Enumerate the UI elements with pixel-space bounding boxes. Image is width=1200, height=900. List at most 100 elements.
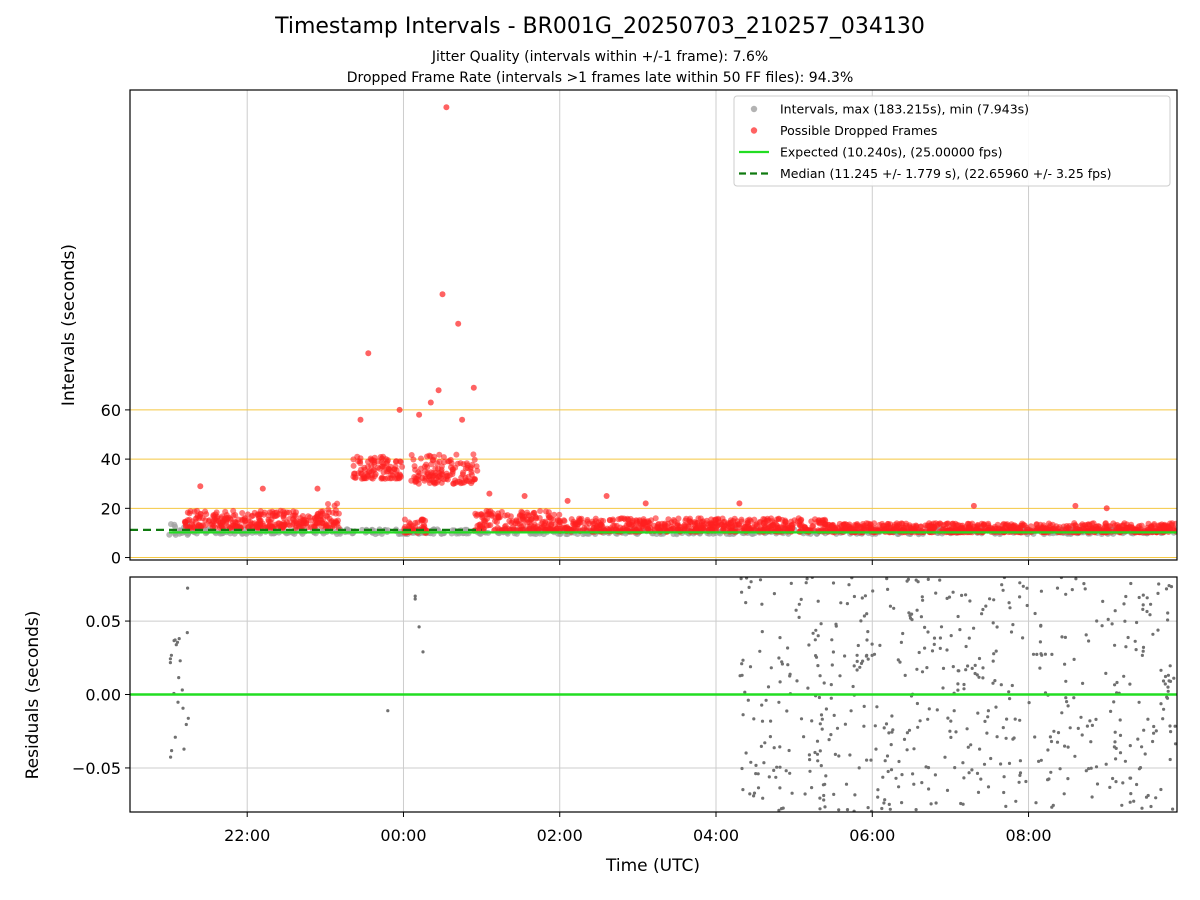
residual-point [862,614,867,618]
residual-point [1169,730,1173,734]
residual-point [984,604,988,608]
residual-point [745,577,749,580]
residual-point [413,594,417,598]
dropped-frame-point [572,522,579,528]
residual-point [172,639,176,643]
residual-point [766,685,771,689]
residual-point [962,682,966,687]
residual-point [900,801,904,805]
residual-point [1140,653,1144,658]
dropped-frame-point [681,522,688,528]
residual-point [386,709,390,713]
residual-point [945,648,949,652]
dropped-frame-point [974,522,981,529]
residual-point [1115,680,1119,685]
residual-point [967,771,971,775]
residual-point [914,578,918,582]
dropped-frame-point [230,507,237,514]
residual-point [816,664,820,668]
dropped-frame-point [1113,525,1120,532]
residual-point [807,753,812,757]
residual-point [1163,682,1167,686]
residual-point [970,666,974,671]
residual-point [865,612,869,616]
dropped-frame-point [445,458,452,465]
residual-point [845,602,850,606]
residual-point [890,730,894,734]
residual-point [1149,602,1153,606]
dropped-frame-point [794,518,801,525]
residual-point [169,755,173,759]
residual-point [1113,683,1117,687]
residual-point [999,683,1003,687]
residual-point [1055,740,1060,744]
residual-point [417,625,421,629]
residual-point [1132,799,1136,803]
residual-point [994,705,998,709]
residual-point [1128,744,1132,748]
residual-point [1084,769,1088,773]
dropped-frame-point [521,517,528,523]
residual-point [824,707,829,711]
dropped-frame-point [771,519,778,526]
residual-point [1024,779,1028,784]
residual-point [837,754,841,758]
residual-point [807,643,811,647]
residual-point [976,790,981,795]
residual-point [1050,652,1054,657]
dropped-frame-point [299,517,306,524]
residual-point [1017,780,1021,784]
dropped-frame-point [752,521,759,528]
residual-point [1010,683,1014,688]
residual-point [1113,740,1117,744]
residual-point [831,650,836,654]
dropped-frame-point [317,511,324,518]
residual-point [1101,599,1105,604]
dropped-frame-point [1008,521,1015,528]
residual-point [1066,745,1070,749]
dropped-frame-point [440,454,447,461]
residual-point [956,682,960,686]
dropped-frame-point [655,521,661,528]
residual-point [1039,623,1043,628]
dropped-frame-point [468,469,475,476]
residual-point [975,673,979,677]
x-axis-label: Time (UTC) [605,856,700,876]
residual-point [1046,778,1050,782]
dropped-frame-point [471,456,478,463]
residual-point [952,709,956,713]
residual-point [777,656,781,660]
dropped-frame-point [489,510,496,517]
residual-point [168,661,172,665]
residual-point [1171,807,1175,811]
residual-point [1124,645,1128,649]
residual-point [778,765,782,769]
dropped-frame-point [408,452,415,458]
residual-point [888,807,892,811]
residual-point [778,745,782,749]
residual-point [989,756,993,761]
residual-point [883,798,887,802]
residual-point [1123,759,1127,763]
dropped-frame-point [545,509,552,516]
residual-point [820,717,824,721]
residual-point [923,625,927,630]
residual-point [945,788,950,793]
residual-point [885,577,889,581]
residual-point [797,615,801,620]
residual-point [1166,618,1170,622]
dropped-frame-point [495,513,502,520]
dropped-frame-point [590,525,597,532]
dropped-frame-point [397,459,404,465]
dropped-frame-point [332,507,339,514]
dropped-frame-point [265,512,272,519]
residual-point [177,637,181,641]
dropped-frame-point [247,518,254,525]
dropped-frame-point [1128,524,1135,531]
dropped-frame-point [391,466,398,473]
residual-point [1168,724,1172,728]
residual-point [788,771,792,775]
residual-point [1165,696,1170,700]
dropped-frame-point [1084,521,1091,528]
residual-point [932,642,936,647]
